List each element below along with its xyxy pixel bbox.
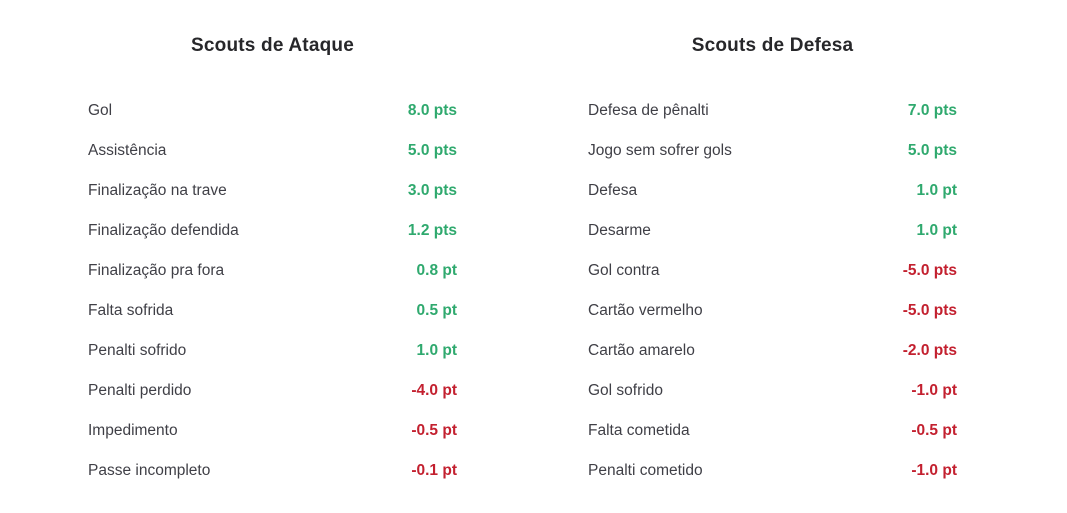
scout-row: Impedimento -0.5 pt [88,411,457,451]
scout-row: Penalti cometido -1.0 pt [588,451,957,491]
scout-row: Falta sofrida 0.5 pt [88,291,457,331]
defense-scouts-title: Scouts de Defesa [691,35,854,56]
scout-value: 5.0 pts [407,142,457,159]
scout-value: -1.0 pt [911,462,957,479]
scout-row: Cartão amarelo -2.0 pts [588,331,957,371]
scout-label: Impedimento [88,422,178,439]
scout-row: Finalização na trave 3.0 pts [88,171,457,211]
attack-scouts-column: Scouts de Ataque Gol 8.0 pts Assistência 5.… [88,0,457,491]
scout-value: 7.0 pts [907,102,957,119]
scout-row: Cartão vermelho -5.0 pts [588,291,957,331]
scout-label: Gol contra [588,262,660,279]
scout-label: Defesa [588,182,638,199]
scout-label: Cartão amarelo [588,342,695,359]
scout-label: Finalização defendida [88,222,239,239]
attack-scouts-title: Scouts de Ataque [191,35,354,56]
scout-value: -5.0 pts [902,262,957,279]
scout-value: 1.0 pt [916,222,957,239]
scout-label: Falta sofrida [88,302,174,319]
scout-value: 1.0 pt [416,342,457,359]
scout-label: Cartão vermelho [588,302,703,319]
scout-row: Defesa de pênalti 7.0 pts [588,91,957,131]
defense-scouts-column: Scouts de Defesa Defesa de pênalti 7.0 pt… [588,0,957,491]
scout-row: Passe incompleto -0.1 pt [88,451,457,491]
scout-label: Penalti perdido [88,382,192,399]
scout-value: -2.0 pts [902,342,957,359]
scout-row: Finalização defendida 1.2 pts [88,211,457,251]
scout-row: Penalti sofrido 1.0 pt [88,331,457,371]
scout-row: Desarme 1.0 pt [588,211,957,251]
scout-row: Assistência 5.0 pts [88,131,457,171]
scout-value: 5.0 pts [907,142,957,159]
scout-label: Assistência [88,142,167,159]
scout-label: Desarme [588,222,651,239]
scout-value: -0.5 pt [911,422,957,439]
scout-label: Finalização na trave [88,182,227,199]
scout-value: -0.1 pt [411,462,457,479]
scout-row: Gol contra -5.0 pts [588,251,957,291]
scout-label: Defesa de pênalti [588,102,709,119]
scouts-panel: Scouts de Ataque Gol 8.0 pts Assistência 5.… [88,0,957,491]
scout-row: Finalização pra fora 0.8 pt [88,251,457,291]
scout-value: 3.0 pts [407,182,457,199]
scout-row: Defesa 1.0 pt [588,171,957,211]
scout-label: Passe incompleto [88,462,211,479]
scout-row: Jogo sem sofrer gols 5.0 pts [588,131,957,171]
scout-value: -0.5 pt [411,422,457,439]
scout-value: -4.0 pt [411,382,457,399]
scout-value: 8.0 pts [407,102,457,119]
scout-value: 1.0 pt [916,182,957,199]
scout-label: Penalti cometido [588,462,703,479]
scout-row: Falta cometida -0.5 pt [588,411,957,451]
scout-row: Gol sofrido -1.0 pt [588,371,957,411]
scout-value: -5.0 pts [902,302,957,319]
scout-label: Finalização pra fora [88,262,225,279]
scout-value: 1.2 pts [407,222,457,239]
scout-value: 0.5 pt [416,302,457,319]
scout-row: Penalti perdido -4.0 pt [88,371,457,411]
defense-scouts-list: Defesa de pênalti 7.0 pts Jogo sem sofrer … [588,91,957,491]
scout-value: 0.8 pt [416,262,457,279]
scout-label: Gol sofrido [588,382,663,399]
scout-value: -1.0 pt [911,382,957,399]
attack-scouts-list: Gol 8.0 pts Assistência 5.0 pts Finalização … [88,91,457,491]
scout-label: Gol [88,102,113,119]
scout-label: Jogo sem sofrer gols [588,142,732,159]
scout-label: Falta cometida [588,422,690,439]
scout-row: Gol 8.0 pts [88,91,457,131]
scout-label: Penalti sofrido [88,342,187,359]
